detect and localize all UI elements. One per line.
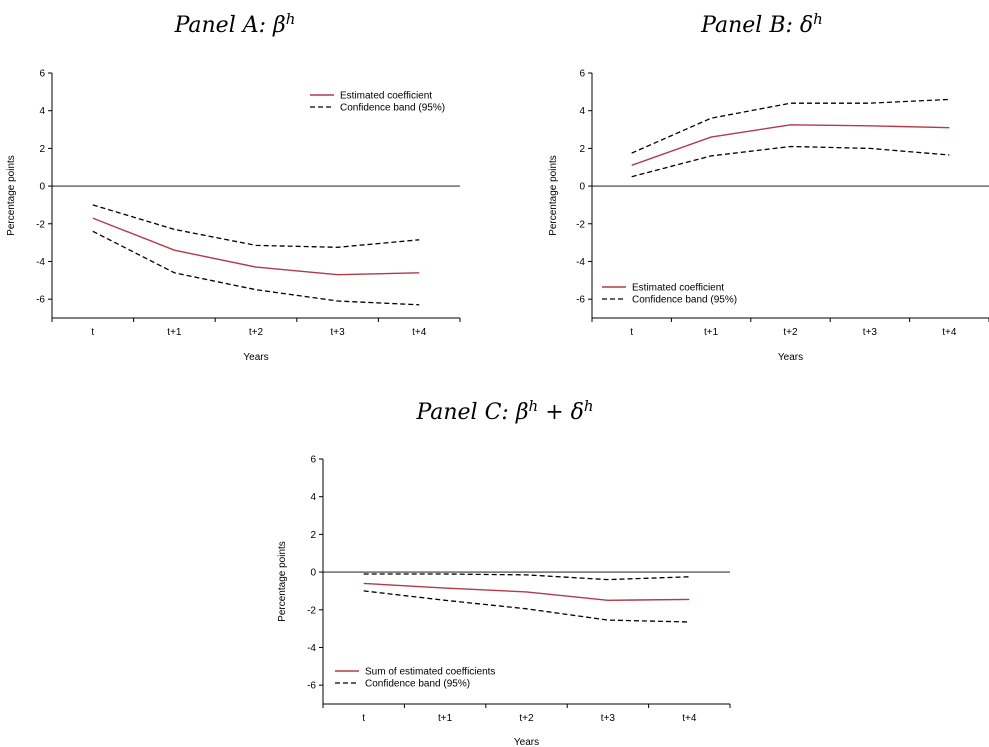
y-tick-label: -4 xyxy=(307,643,316,654)
x-tick-label: t+2 xyxy=(519,713,534,724)
y-tick-label: 4 xyxy=(310,492,316,503)
y-tick-label: 6 xyxy=(579,69,585,80)
panel-title-prefix: Panel A: xyxy=(174,13,273,38)
lower-band-line xyxy=(631,145,950,178)
y-tick-label: 2 xyxy=(310,530,316,541)
y-tick-label: 6 xyxy=(310,455,316,466)
panel-title-superscript: h xyxy=(286,10,296,28)
panel-title-superscript-2: h xyxy=(584,397,594,415)
y-tick-label: -6 xyxy=(36,295,45,306)
y-tick-label: 2 xyxy=(39,144,45,155)
y-tick-label: -4 xyxy=(576,257,585,268)
y-tick-label: -4 xyxy=(36,257,45,268)
x-tick-label: t+2 xyxy=(249,327,264,338)
legend-label: Confidence band (95%) xyxy=(340,103,445,114)
y-tick-label: 0 xyxy=(39,182,45,193)
panel-title-symbol-2: δ xyxy=(571,400,584,425)
upper-band-line xyxy=(631,98,950,154)
legend-label: Confidence band (95%) xyxy=(365,679,470,690)
panel-a: Panel A: βh 6 4 2 0 -2 -4 -6 t t+1 t+2 t+3 t+4 Years P… xyxy=(0,0,470,380)
lower-band-line xyxy=(92,230,420,306)
legend-label: Sum of estimated coefficients xyxy=(365,667,495,678)
y-tick-label: 0 xyxy=(310,568,316,579)
x-tick-label: t+2 xyxy=(783,327,798,338)
upper-band-line xyxy=(92,204,420,248)
x-tick-label: t+1 xyxy=(704,327,719,338)
x-tick-label: t+3 xyxy=(331,327,346,338)
x-tick-label: t+3 xyxy=(601,713,616,724)
panel-title-prefix: Panel C: xyxy=(415,400,515,425)
y-tick-label: 4 xyxy=(39,106,45,117)
x-tick-label: t+4 xyxy=(682,713,697,724)
legend-label: Estimated coefficient xyxy=(632,283,724,294)
y-tick-label: 2 xyxy=(579,144,585,155)
y-tick-label: -6 xyxy=(307,681,316,692)
y-tick-label: -2 xyxy=(36,219,45,230)
y-tick-label: 4 xyxy=(579,106,585,117)
panel-title-symbol: δ xyxy=(800,13,813,38)
x-axis-label: Years xyxy=(243,352,268,363)
y-axis-label: Percentage points xyxy=(548,155,559,236)
x-axis-label: Years xyxy=(514,737,539,747)
y-axis-label: Percentage points xyxy=(277,541,288,622)
y-tick-label: -6 xyxy=(576,295,585,306)
panel-b-chart: Panel B: δh 6 4 2 0 -2 -4 -6 t t+1 t+2 t+3 t+4 Years P… xyxy=(548,10,989,363)
legend-label: Confidence band (95%) xyxy=(632,295,737,306)
x-tick-label: t+4 xyxy=(942,327,957,338)
y-tick-label: 0 xyxy=(579,182,585,193)
panel-b: Panel B: δh 6 4 2 0 -2 -4 -6 t t+1 t+2 t+3 t+4 Years P… xyxy=(530,0,989,380)
panel-title-superscript: h xyxy=(813,10,823,28)
panel-a-chart: Panel A: βh 6 4 2 0 -2 -4 -6 t t+1 t+2 t+3 t+4 Years P… xyxy=(6,10,461,363)
y-tick-label: 6 xyxy=(39,69,45,80)
panel-title: Panel B: δh xyxy=(700,10,823,38)
x-axis-label: Years xyxy=(778,352,803,363)
x-tick-label: t+1 xyxy=(167,327,182,338)
y-axis-label: Percentage points xyxy=(6,155,17,236)
panel-title: Panel A: βh xyxy=(174,10,296,38)
x-tick-label: t+1 xyxy=(438,713,453,724)
x-tick-label: t xyxy=(91,327,94,338)
y-tick-label: -2 xyxy=(307,605,316,616)
panel-title-prefix: Panel B: xyxy=(700,13,800,38)
panel-title-symbol: β xyxy=(272,13,286,38)
estimate-line xyxy=(363,582,690,602)
panel-c: Panel C: βh + δh 6 4 2 0 -2 -4 -6 t t+1 t+2 t+3 t+4 Y… xyxy=(265,395,735,747)
estimate-line xyxy=(631,124,950,166)
legend-label: Estimated coefficient xyxy=(340,91,432,102)
lower-band-line xyxy=(363,590,690,623)
panel-title-symbol: β xyxy=(515,400,529,425)
y-tick-label: -2 xyxy=(576,219,585,230)
panel-title: Panel C: βh + δh xyxy=(415,397,593,425)
panel-title-plus: + xyxy=(538,400,570,425)
x-tick-label: t xyxy=(630,327,633,338)
upper-band-line xyxy=(363,573,690,581)
x-tick-label: t xyxy=(362,713,365,724)
estimate-line xyxy=(92,217,420,276)
panel-title-superscript: h xyxy=(529,397,539,415)
x-tick-label: t+3 xyxy=(863,327,878,338)
x-tick-label: t+4 xyxy=(412,327,427,338)
